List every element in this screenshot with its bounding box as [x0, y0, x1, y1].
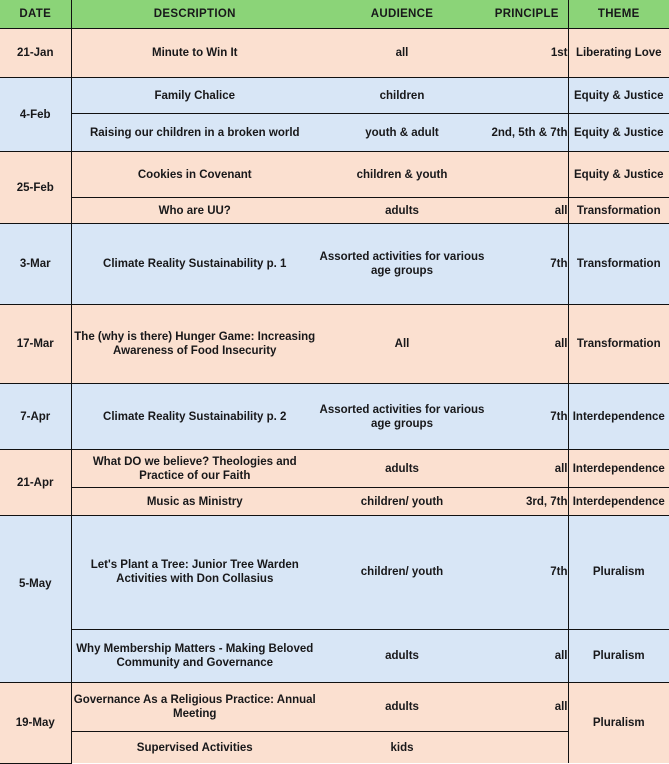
date-cell: 5-May — [0, 515, 72, 683]
principle-cell — [486, 151, 569, 198]
description-cell: Governance As a Religious Practice: Annu… — [71, 682, 318, 732]
theme-cell: Equity & Justice — [568, 113, 669, 152]
table-row: Why Membership Matters - Making Beloved … — [0, 629, 669, 684]
audience-cell: adults — [318, 629, 486, 684]
table-row: 3-Mar Climate Reality Sustainability p. … — [0, 223, 669, 305]
principle-cell — [486, 731, 569, 763]
principle-cell: all — [486, 449, 569, 488]
date-cell: 21-Apr — [0, 449, 72, 516]
description-cell: Let's Plant a Tree: Junior Tree Warden A… — [71, 515, 318, 630]
column-header-date: DATE — [0, 0, 72, 29]
table-row: 21-Apr What DO we believe? Theologies an… — [0, 449, 669, 516]
table-row: 7-Apr Climate Reality Sustainability p. … — [0, 383, 669, 450]
column-header-audience: AUDIENCE — [318, 0, 486, 29]
audience-cell: children/ youth — [318, 515, 486, 630]
description-cell: Supervised Activities — [71, 731, 318, 763]
audience-cell: kids — [318, 731, 486, 763]
theme-cell: Pluralism — [568, 629, 669, 684]
audience-cell: adults — [318, 682, 486, 732]
theme-cell: Interdependence — [568, 449, 669, 488]
date-cell: 19-May — [0, 682, 72, 764]
table-row: 19-May Governance As a Religious Practic… — [0, 682, 669, 764]
theme-cell: Equity & Justice — [568, 77, 669, 114]
theme-cell: Pluralism — [568, 682, 669, 763]
principle-cell: all — [486, 682, 569, 732]
theme-cell: Interdependence — [568, 487, 669, 516]
principle-cell: all — [486, 197, 569, 224]
description-cell: The (why is there) Hunger Game: Increasi… — [71, 304, 318, 384]
audience-cell: children/ youth — [318, 487, 486, 516]
audience-cell: adults — [318, 197, 486, 224]
table-row: Raising our children in a broken world y… — [0, 113, 669, 152]
principle-cell: 3rd, 7th — [486, 487, 569, 516]
description-cell: Cookies in Covenant — [71, 151, 318, 198]
theme-cell: Liberating Love — [568, 28, 669, 78]
theme-cell: Transformation — [568, 197, 669, 224]
table-row: Who are UU? adults all Transformation — [0, 197, 669, 224]
description-cell: What DO we believe? Theologies and Pract… — [71, 449, 318, 488]
audience-cell: all — [318, 28, 486, 78]
theme-cell: Transformation — [568, 304, 669, 384]
table-row: 21-Jan Minute to Win It all 1st Liberati… — [0, 28, 669, 78]
date-cell: 21-Jan — [0, 28, 72, 78]
table-row: 17-Mar The (why is there) Hunger Game: I… — [0, 304, 669, 384]
table-row: 25-Feb Cookies in Covenant children & yo… — [0, 151, 669, 224]
theme-cell: Equity & Justice — [568, 151, 669, 198]
theme-cell: Interdependence — [568, 383, 669, 450]
principle-cell — [486, 77, 569, 114]
audience-cell: children & youth — [318, 151, 486, 198]
audience-cell: youth & adult — [318, 113, 486, 152]
theme-cell: Pluralism — [568, 515, 669, 630]
principle-cell: 1st — [486, 28, 569, 78]
audience-cell: adults — [318, 449, 486, 488]
description-cell: Music as Ministry — [71, 487, 318, 516]
table-header-row: DATE DESCRIPTION AUDIENCE PRINCIPLE THEM… — [0, 0, 669, 29]
description-cell: Why Membership Matters - Making Beloved … — [71, 629, 318, 684]
description-cell: Raising our children in a broken world — [71, 113, 318, 152]
description-cell: Minute to Win It — [71, 28, 318, 78]
table-row: 4-Feb Family Chalice children Equity & J… — [0, 77, 669, 152]
table-row: Music as Ministry children/ youth 3rd, 7… — [0, 487, 669, 516]
date-cell: 7-Apr — [0, 383, 72, 450]
audience-cell: children — [318, 77, 486, 114]
table-body: 21-Jan Minute to Win It all 1st Liberati… — [0, 28, 669, 764]
theme-cell: Transformation — [568, 223, 669, 305]
audience-cell: Assorted activities for various age grou… — [318, 223, 486, 305]
column-header-principle: PRINCIPLE — [486, 0, 568, 29]
date-cell: 25-Feb — [0, 151, 72, 224]
date-cell: 17-Mar — [0, 304, 72, 384]
column-header-theme: THEME — [567, 0, 669, 29]
principle-cell: 7th — [486, 223, 569, 305]
table-row: 5-May Let's Plant a Tree: Junior Tree Wa… — [0, 515, 669, 683]
column-header-description: DESCRIPTION — [71, 0, 318, 29]
principle-cell: 2nd, 5th & 7th — [486, 113, 569, 152]
description-cell: Climate Reality Sustainability p. 1 — [71, 223, 318, 305]
description-cell: Who are UU? — [71, 197, 318, 224]
principle-cell: 7th — [486, 515, 569, 630]
principle-cell: 7th — [486, 383, 569, 450]
date-cell: 3-Mar — [0, 223, 72, 305]
description-cell: Climate Reality Sustainability p. 2 — [71, 383, 318, 450]
description-cell: Family Chalice — [71, 77, 318, 114]
date-cell: 4-Feb — [0, 77, 72, 152]
audience-cell: All — [318, 304, 486, 384]
principle-cell: all — [486, 629, 569, 684]
principle-cell: all — [486, 304, 569, 384]
audience-cell: Assorted activities for various age grou… — [318, 383, 486, 450]
